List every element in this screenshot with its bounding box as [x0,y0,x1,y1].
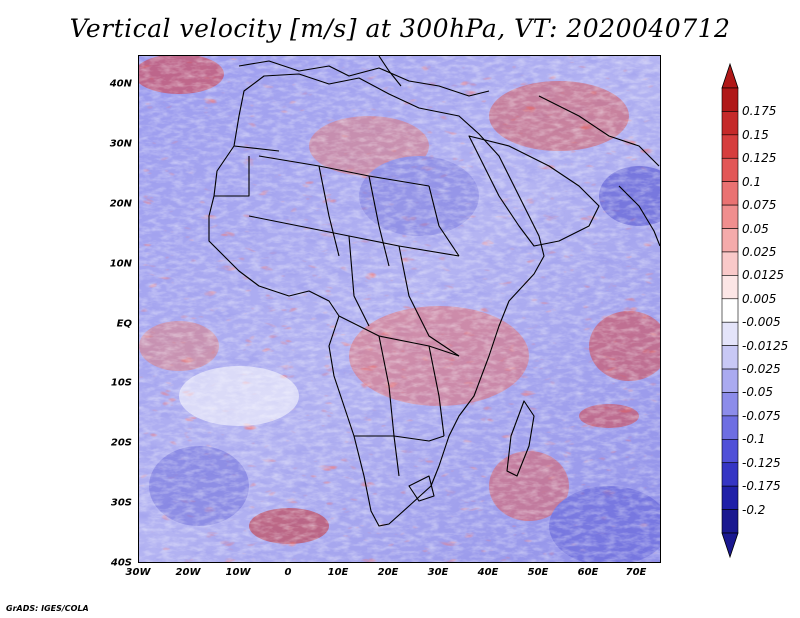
colorbar-segment [721,298,739,323]
colorbar-label: 0.125 [742,151,777,166]
colorbar-label: -0.175 [742,479,781,494]
colorbar-label: -0.0125 [742,338,789,353]
lat-label: EQ [116,318,132,330]
colorbar-label: -0.075 [742,408,781,423]
lon-label: 0 [284,567,292,578]
colorbar-bottom-cap [721,532,739,559]
colorbar-label: -0.125 [742,455,781,470]
map-field-svg [139,56,660,562]
lon-label: 10E [327,567,349,578]
colorbar-label: -0.2 [742,502,766,517]
colorbar-label: 0.05 [742,221,769,236]
lon-label: 60E [577,567,599,578]
colorbar-segment [721,157,739,182]
lat-label: 20N [109,198,132,210]
colorbar-segment [721,87,739,112]
colorbar-segment [721,111,739,136]
colorbar-segment [721,228,739,253]
colorbar-segment [721,345,739,370]
colorbar-segment [721,181,739,206]
lat-label: 10S [110,377,132,389]
lon-label: 10W [225,567,251,578]
chart-title: Vertical velocity [m/s] at 300hPa, VT: 2… [69,14,731,43]
colorbar-segment [721,134,739,159]
lon-label: 50E [527,567,549,578]
colorbar-label: 0.1 [742,174,762,189]
colorbar-label: 0.005 [742,291,777,306]
lat-label: 20S [110,437,132,449]
colorbar-label: 0.15 [742,127,769,142]
colorbar-segment [721,392,739,417]
colorbar-label: 0.075 [742,198,777,213]
colorbar-segment [721,368,739,393]
colorbar-label: -0.05 [742,385,774,400]
field-white-filaments [139,56,660,562]
lat-label: 30S [110,497,132,509]
lon-label: 20E [377,567,399,578]
lat-label: 40N [109,78,132,90]
lon-label: 30E [427,567,449,578]
colorbar-label: -0.005 [742,315,781,330]
colorbar-segment [721,485,739,510]
lon-label: 30W [125,567,151,578]
colorbar-segment [721,321,739,346]
colorbar-segment [721,251,739,276]
footer-credit: GrADS: IGES/COLA [6,604,89,613]
lat-label: 10N [109,258,132,270]
lon-label: 40E [477,567,499,578]
colorbar-segment [721,204,739,229]
colorbar-label: 0.025 [742,244,777,259]
coastlines [208,56,660,527]
colorbar-label: -0.1 [742,432,766,447]
lon-label: 20W [175,567,201,578]
colorbar-top-cap [721,62,739,89]
colorbar-segment [721,509,739,534]
lat-label: 30N [109,138,132,150]
colorbar-segment [721,275,739,300]
colorbar-segment [721,439,739,464]
colorbar-segment [721,415,739,440]
lon-label: 70E [625,567,647,578]
lat-label: 40S [110,557,132,569]
colorbar-label: -0.025 [742,362,781,377]
map-panel[interactable] [138,55,661,563]
colorbar-label: 0.0125 [742,268,784,283]
colorbar-label: 0.175 [742,104,777,119]
colorbar-segment [721,462,739,487]
